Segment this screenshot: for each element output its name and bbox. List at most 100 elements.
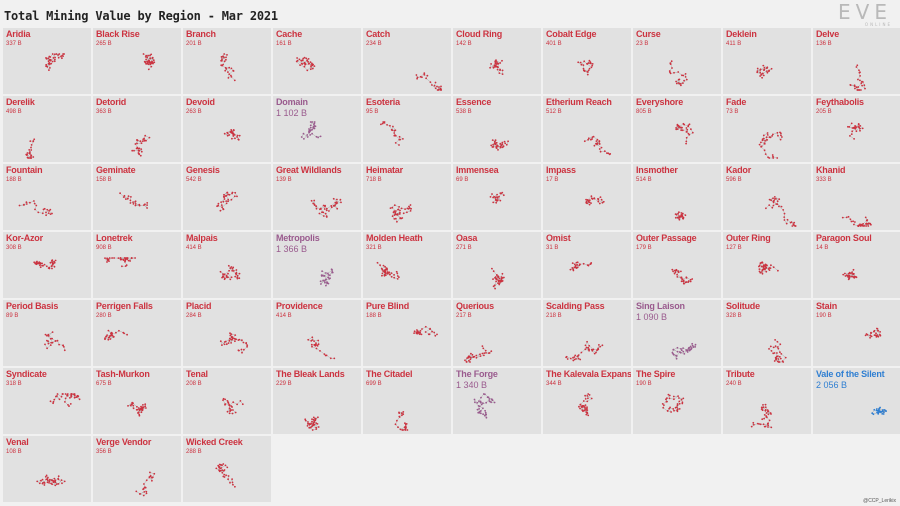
region-tile: The Kalevala Expanse 344 B [543,368,631,434]
system-dot [47,333,50,336]
region-mining-value: 363 B [96,109,112,115]
system-dot [310,199,313,202]
system-dot [676,403,679,405]
system-dot [762,423,765,426]
system-dot [55,53,58,55]
system-dot [433,84,436,87]
system-dot [60,395,63,398]
system-dot [68,405,70,407]
region-name: The Forge [456,369,498,379]
system-dot [333,205,336,207]
eve-online-logo: EVE ONLINE [830,2,892,28]
system-dot [34,208,36,211]
region-name: Geminate [96,165,136,175]
gate-connections [850,65,866,91]
system-dot [376,261,379,264]
system-dot [869,336,871,339]
region-mining-value: 218 B [546,313,562,319]
system-dot [873,408,876,411]
system-dot [848,277,851,280]
system-dot [230,76,233,78]
system-dot [778,355,781,358]
system-dot [246,344,249,347]
system-dot [326,281,328,283]
system-dot [399,209,401,212]
system-dot [49,261,52,264]
system-dot [759,271,762,274]
system-dot [847,275,849,278]
system-dot [70,393,72,395]
region-map-graphic [33,259,57,270]
region-name: Syndicate [6,369,47,379]
system-dot [768,198,771,201]
system-dot [661,403,664,405]
system-dot [684,76,687,78]
system-dot [325,209,328,212]
system-dot [37,211,40,214]
system-dot [144,61,147,63]
system-dot [137,407,140,409]
system-dot [393,274,395,276]
system-dot [124,259,127,262]
region-map-graphic [220,53,236,82]
system-dot [109,334,112,337]
gate-connections [474,393,496,419]
system-dot [45,265,48,268]
region-tile: Insmother 514 B [633,164,721,230]
system-dot [241,339,243,342]
system-dot [780,353,783,355]
system-dot [785,222,788,225]
system-dot [339,198,342,201]
system-dot [673,71,675,74]
system-dot [485,352,487,354]
system-dot [779,357,782,360]
system-dot [429,81,432,83]
system-dot [859,125,862,127]
region-tile: Sing Laison 1 090 B [633,300,721,366]
region-mining-value: 411 B [726,41,742,47]
system-dot [398,276,400,278]
system-dot [328,210,330,212]
system-dot [852,127,855,129]
system-dot [137,147,140,150]
system-dot [131,149,134,152]
system-dot [589,61,592,63]
region-mining-value: 288 B [186,449,202,455]
system-dot [152,59,155,62]
system-dot [301,63,304,65]
region-map-graphic [300,121,322,140]
system-dot [222,207,224,210]
system-dot [310,65,312,68]
system-dot [234,338,237,340]
system-dot [324,204,326,207]
region-tile: Curse 23 B [633,28,721,94]
system-dot [675,82,678,85]
system-dot [396,278,399,280]
system-dot [309,134,312,136]
system-dot [587,414,590,417]
system-dot [469,358,472,361]
region-tile: Tash-Murkon 675 B [93,368,181,434]
system-dot [69,403,72,405]
system-dot [854,221,856,223]
system-dot [397,426,399,429]
system-dot [794,225,796,227]
system-dot [881,413,884,415]
system-dot [296,59,299,62]
region-map-graphic [216,191,238,212]
system-dot [777,347,780,350]
system-dot [413,332,415,334]
system-dot [296,57,298,59]
system-dot [51,483,53,486]
system-dot [589,62,592,65]
region-mining-value: 136 B [816,41,832,47]
system-dot [66,394,69,397]
system-dot [499,62,502,64]
system-dot [33,202,36,205]
system-dot [591,198,594,200]
system-dot [224,464,227,467]
system-dot [32,156,35,158]
system-dot [682,347,684,349]
system-dot [224,398,226,401]
system-dot [676,128,679,130]
